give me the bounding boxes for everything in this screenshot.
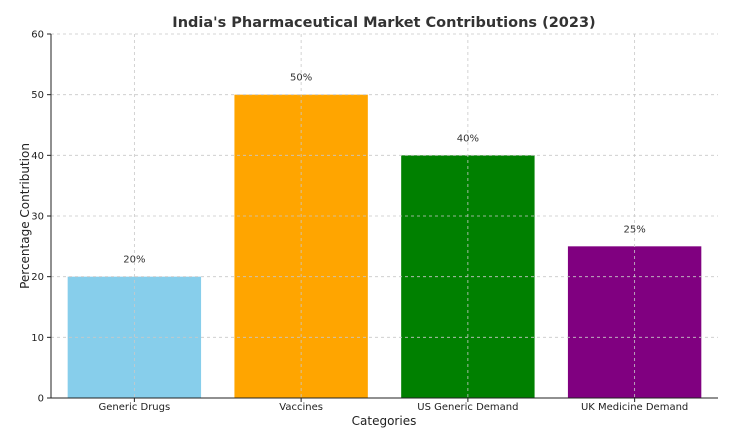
x-tick-label: Generic Drugs <box>99 402 171 413</box>
y-tick-label: 50 <box>31 90 44 101</box>
y-tick-label: 10 <box>31 333 44 344</box>
y-axis-label: Percentage Contribution <box>18 143 32 289</box>
axes <box>47 33 718 402</box>
x-tick-label: US Generic Demand <box>417 402 518 413</box>
bar-value-label: 25% <box>624 224 646 235</box>
chart-title: India's Pharmaceutical Market Contributi… <box>172 15 595 31</box>
labels: 0 10 20 30 40 50 60 Generic Drugs Vaccines US Gen… <box>31 30 688 414</box>
y-tick-label: 0 <box>38 394 44 405</box>
bar-value-label: 40% <box>457 133 479 144</box>
x-axis-label: Categories <box>352 414 417 428</box>
bars <box>67 94 702 399</box>
bar-value-label: 50% <box>290 73 312 84</box>
x-tick-label: UK Medicine Demand <box>581 402 688 413</box>
y-tick-label: 30 <box>31 212 44 223</box>
x-tick-label: Vaccines <box>279 402 323 413</box>
bar-value-label: 20% <box>123 255 145 266</box>
grid <box>51 33 718 398</box>
y-tick-label: 40 <box>31 151 44 162</box>
y-tick-label: 60 <box>31 30 44 41</box>
y-tick-label: 20 <box>31 272 44 283</box>
